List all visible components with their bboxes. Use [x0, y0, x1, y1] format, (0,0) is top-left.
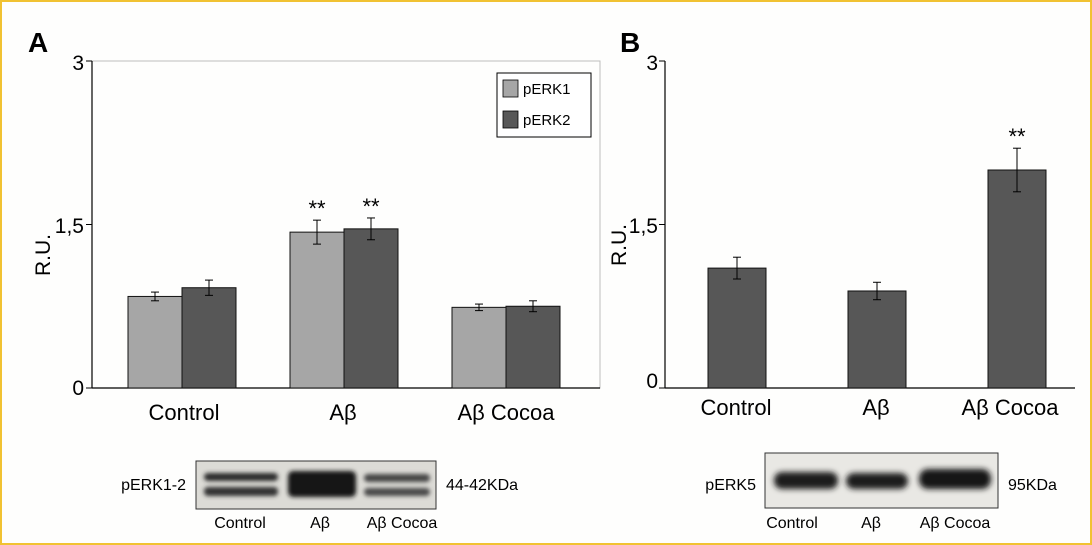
- legend-swatch-perk1: [502, 79, 519, 98]
- blot-a: pERK1-2 44-42KDa Control Aβ Aβ Cocoa: [121, 460, 518, 532]
- panel-b-ytick-2: 3: [646, 52, 658, 75]
- panel-a-xlabel-abeta-cocoa: Aβ Cocoa: [457, 400, 555, 425]
- panel-a-bar-s1-control: [181, 287, 237, 389]
- panel-a-xlabel-abeta: Aβ: [329, 400, 356, 425]
- panel-a-ytick-1: 1,5: [55, 215, 84, 238]
- panel-b-xlabel-abeta: Aβ: [862, 395, 889, 420]
- panel-b-xlabel-abeta-cocoa: Aβ Cocoa: [961, 395, 1059, 420]
- blot-b-lane-control: Control: [766, 515, 818, 532]
- blot-a-lane-abeta-cocoa: Aβ Cocoa: [367, 515, 438, 532]
- panel-b-ylabel: R.U.: [608, 224, 631, 266]
- panel-b-bar-s0-control: [707, 267, 767, 389]
- panel-b-bars: **: [707, 124, 1047, 389]
- panel-a-bars: ** **: [127, 194, 561, 389]
- panel-a-letter: A: [28, 27, 48, 58]
- legend-label-perk1: pERK1: [523, 81, 571, 98]
- blot-b-bands: [774, 469, 991, 489]
- legend-swatch-perk2: [502, 110, 519, 129]
- panel-a-significance-a-s1: **: [362, 194, 380, 219]
- blot-b-band-control: [774, 472, 838, 489]
- blot-b-label: pERK5: [705, 477, 756, 494]
- blot-a-label: pERK1-2: [121, 477, 186, 494]
- panel-b-xlabel-control: Control: [701, 395, 772, 420]
- panel-b-significance-a-cocoa-s0: **: [1008, 124, 1026, 149]
- panel-a-ytick-2: 3: [72, 52, 84, 75]
- panel-b-chart: 0 1,5 3 R.U. ** Control Aβ Aβ Cocoa: [608, 52, 1075, 420]
- panel-a-ylabel: R.U.: [32, 234, 55, 276]
- blot-b: pERK5 95KDa Control Aβ Aβ Cocoa: [705, 452, 1057, 532]
- blot-a-lane-abeta: Aβ: [310, 515, 330, 532]
- panel-a-significance-a-s0: **: [308, 196, 326, 221]
- blot-b-band-abeta: [846, 473, 908, 489]
- blot-b-band-abeta-cocoa: [919, 469, 991, 489]
- panel-b-ytick-0: 0: [646, 370, 658, 393]
- blot-b-lane-abeta-cocoa: Aβ Cocoa: [920, 515, 991, 532]
- blot-a-lane-control: Control: [214, 515, 266, 532]
- panel-a-bar-s0-control: [127, 295, 183, 389]
- blot-a-bands: [204, 471, 430, 497]
- panel-a-chart: 0 1,5 3 R.U. ** ** Control Aβ Aβ Cocoa pE…: [32, 52, 601, 425]
- blot-b-lane-abeta: Aβ: [861, 515, 881, 532]
- panel-b-bar-s0-a-cocoa: [987, 169, 1047, 389]
- panel-a-bar-s1-a: [343, 228, 399, 389]
- panel-a-bar-s0-a-cocoa: [451, 306, 507, 389]
- blot-a-band-cocoa-lower: [364, 488, 430, 496]
- blot-b-size: 95KDa: [1008, 477, 1057, 494]
- blot-a-band-cocoa-upper: [364, 474, 430, 482]
- panel-b-letter: B: [620, 27, 640, 58]
- panel-a-xlabel-control: Control: [149, 400, 220, 425]
- panel-a-ytick-0: 0: [72, 377, 84, 400]
- blot-a-band-abeta: [288, 471, 356, 497]
- panel-a-bar-s1-a-cocoa: [505, 305, 561, 389]
- legend-label-perk2: pERK2: [523, 112, 571, 129]
- panel-a-legend: pERK1 pERK2: [496, 72, 592, 138]
- panel-b-bar-s0-a: [847, 290, 907, 389]
- blot-a-band-control-lower: [204, 487, 278, 496]
- blot-a-size: 44-42KDa: [446, 477, 518, 494]
- panel-a-bar-s0-a: [289, 231, 345, 389]
- blot-a-band-control-upper: [204, 473, 278, 481]
- panel-b-ytick-1: 1,5: [629, 215, 658, 238]
